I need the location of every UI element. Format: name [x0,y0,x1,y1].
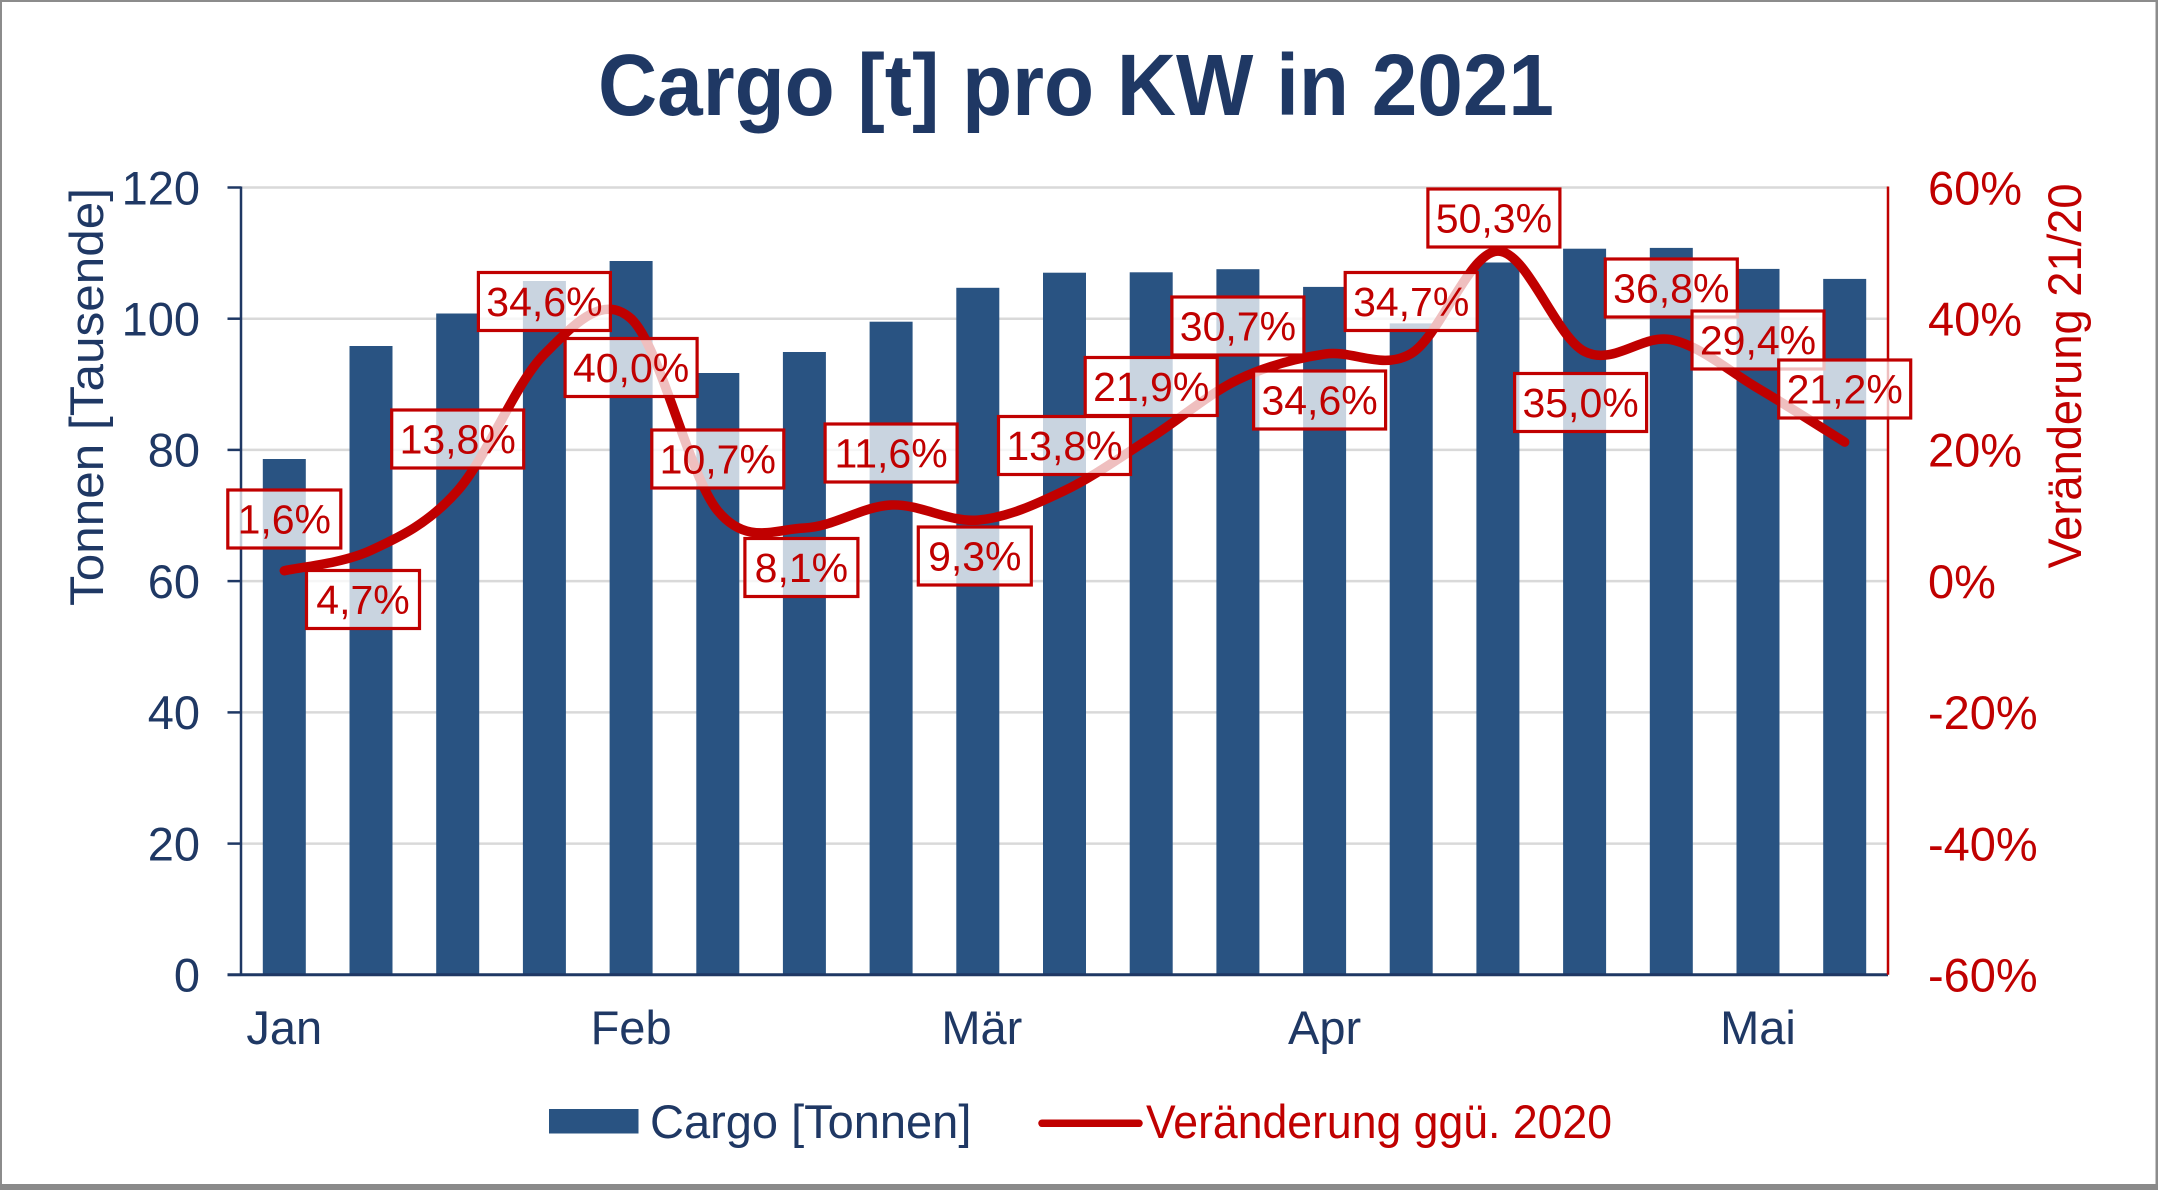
svg-text:80: 80 [148,424,200,477]
svg-text:50,3%: 50,3% [1436,196,1552,242]
svg-text:Mär: Mär [941,1001,1022,1054]
svg-text:20: 20 [148,817,200,870]
svg-text:Veränderung 21/20: Veränderung 21/20 [2038,184,2091,569]
svg-text:21,9%: 21,9% [1093,364,1209,410]
svg-text:-60%: -60% [1928,949,2038,1002]
svg-text:40: 40 [148,686,200,739]
svg-text:Veränderung ggü. 2020: Veränderung ggü. 2020 [1146,1095,1612,1148]
svg-text:Mai: Mai [1720,1001,1796,1054]
svg-text:-20%: -20% [1928,686,2038,739]
svg-text:8,1%: 8,1% [755,545,848,591]
svg-text:34,7%: 34,7% [1353,279,1469,325]
svg-text:60%: 60% [1928,161,2022,214]
svg-text:Jan: Jan [246,1001,322,1054]
svg-text:10,7%: 10,7% [660,437,776,483]
svg-text:34,6%: 34,6% [486,279,602,325]
svg-text:Cargo [t] pro KW in 2021: Cargo [t] pro KW in 2021 [598,37,1554,134]
svg-text:36,8%: 36,8% [1613,266,1729,312]
svg-text:0%: 0% [1928,555,1996,608]
svg-text:Cargo [Tonnen]: Cargo [Tonnen] [650,1095,971,1148]
svg-text:60: 60 [148,555,200,608]
svg-text:35,0%: 35,0% [1522,380,1638,426]
svg-text:0: 0 [174,949,200,1002]
svg-text:4,7%: 4,7% [316,577,409,623]
svg-text:11,6%: 11,6% [834,431,947,477]
svg-text:13,8%: 13,8% [1006,423,1122,469]
svg-text:-40%: -40% [1928,817,2038,870]
svg-text:Tonnen [Tausende]: Tonnen [Tausende] [60,188,113,606]
svg-text:13,8%: 13,8% [400,417,516,463]
svg-text:100: 100 [122,293,200,346]
svg-text:9,3%: 9,3% [928,534,1021,580]
svg-text:120: 120 [122,161,200,214]
svg-text:29,4%: 29,4% [1700,318,1816,364]
svg-text:34,6%: 34,6% [1261,378,1377,424]
svg-text:21,2%: 21,2% [1787,367,1903,413]
svg-text:40%: 40% [1928,293,2022,346]
svg-text:20%: 20% [1928,424,2022,477]
svg-text:40,0%: 40,0% [573,345,689,391]
svg-text:30,7%: 30,7% [1180,304,1296,350]
svg-text:Apr: Apr [1288,1001,1361,1054]
svg-text:Feb: Feb [591,1001,672,1054]
svg-text:1,6%: 1,6% [238,497,331,543]
